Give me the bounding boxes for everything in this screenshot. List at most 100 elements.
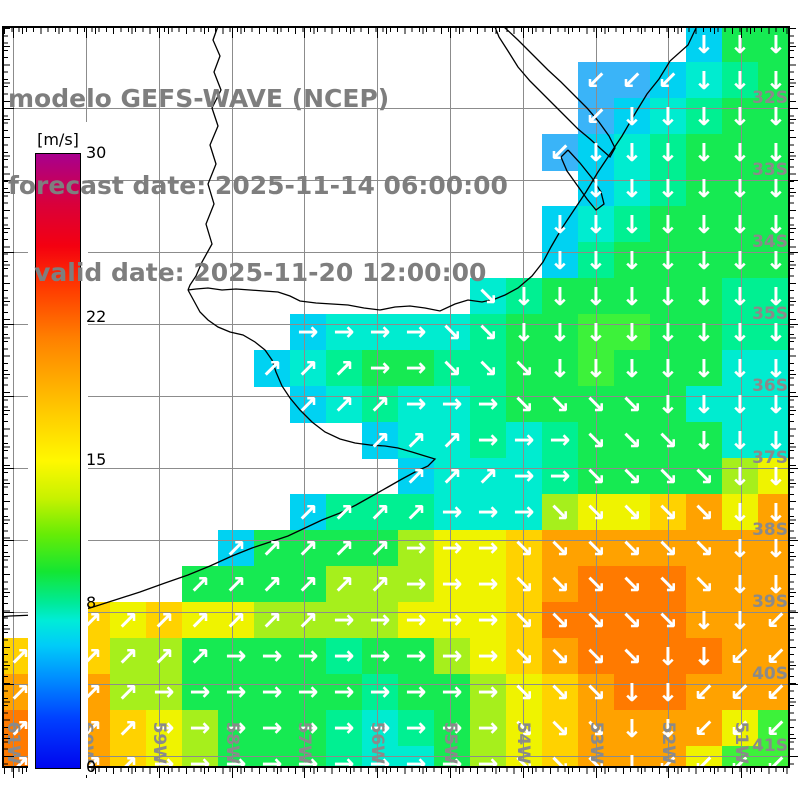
- wind-cell: [686, 422, 723, 459]
- map-plot-area: → → → → → → → → → → → → → → → → → → → → → → → → → → → → → → → → → → → → → → → →…: [2, 26, 790, 768]
- lat-label: 36S: [752, 376, 788, 396]
- lon-label: 57W: [294, 721, 314, 764]
- wind-cell: [218, 746, 255, 768]
- wind-cell: [542, 710, 579, 747]
- wind-arrow-icon: →: [477, 605, 499, 634]
- major-tick: [304, 768, 305, 778]
- wind-cell: [722, 638, 759, 675]
- wind-cell: [434, 638, 471, 675]
- wind-cell: [758, 62, 790, 99]
- wind-cell: [758, 350, 790, 387]
- lon-label: 53W: [586, 721, 606, 764]
- major-tick: [13, 768, 14, 778]
- wind-cell: [326, 674, 363, 711]
- wind-cell: [506, 746, 543, 768]
- wind-arrow-icon: →: [690, 33, 719, 55]
- major-tick: [232, 768, 233, 778]
- meridian-line: [596, 26, 597, 768]
- wind-arrow-icon: →: [477, 497, 499, 526]
- lat-label: 34S: [752, 232, 788, 252]
- wind-arrow-icon: →: [690, 357, 719, 379]
- wind-cell: [758, 206, 790, 243]
- wind-cell: [614, 566, 651, 603]
- wind-arrow-icon: →: [477, 389, 499, 418]
- wind-arrow-icon: →: [546, 285, 575, 307]
- major-tick: [741, 768, 742, 778]
- wind-cell: [758, 386, 790, 423]
- wind-cell: [758, 602, 790, 639]
- wind-arrow-icon: →: [153, 677, 175, 706]
- wind-cell: [506, 422, 543, 459]
- wind-cell: [506, 350, 543, 387]
- tick-strip: [790, 28, 794, 766]
- colorbar-tick-label: 15: [86, 450, 107, 469]
- wind-cell: [542, 530, 579, 567]
- wind-cell: [506, 494, 543, 531]
- wind-arrow-icon: →: [582, 321, 611, 343]
- wind-arrow-icon: →: [261, 713, 283, 742]
- wind-arrow-icon: →: [654, 645, 683, 667]
- wind-cell: [326, 638, 363, 675]
- wind-cell: [290, 746, 327, 768]
- wind-cell: [614, 422, 651, 459]
- wind-arrow-icon: →: [690, 393, 719, 415]
- major-tick: [377, 768, 378, 778]
- wind-arrow-icon: →: [225, 677, 247, 706]
- wind-arrow-icon: →: [654, 141, 683, 163]
- wind-cell: [722, 242, 759, 279]
- wind-cell: [506, 674, 543, 711]
- wind-cell: [686, 746, 723, 768]
- wind-arrow-icon: →: [441, 533, 463, 562]
- wind-arrow-icon: →: [333, 749, 355, 768]
- lat-label: 33S: [752, 160, 788, 180]
- wind-cell: [110, 638, 147, 675]
- wind-arrow-icon: →: [618, 213, 647, 235]
- wind-arrow-icon: →: [513, 497, 535, 526]
- wind-cell: [146, 746, 183, 768]
- wind-cell: [614, 458, 651, 495]
- wind-cell: [758, 242, 790, 279]
- wind-cell: [758, 638, 790, 675]
- wind-cell: [470, 674, 507, 711]
- meridian-line: [741, 26, 742, 768]
- wind-arrow-icon: →: [654, 357, 683, 379]
- wind-cell: [722, 98, 759, 135]
- wind-arrow-icon: →: [405, 641, 427, 670]
- wind-cell: [758, 458, 790, 495]
- wind-arrow-icon: →: [261, 641, 283, 670]
- wind-cell: [686, 638, 723, 675]
- wind-cell: [254, 710, 291, 747]
- wind-arrow-icon: →: [297, 713, 319, 742]
- wind-cell: [110, 674, 147, 711]
- wind-arrow-icon: →: [690, 69, 719, 91]
- wind-arrow-icon: →: [333, 641, 355, 670]
- wind-arrow-icon: →: [618, 105, 647, 127]
- wind-arrow-icon: →: [225, 713, 247, 742]
- wind-arrow-icon: →: [369, 641, 391, 670]
- lon-label: 61W: [3, 721, 23, 764]
- wind-arrow-icon: →: [333, 677, 355, 706]
- wind-cell: [434, 746, 471, 768]
- wind-arrow-icon: →: [549, 461, 571, 490]
- wind-arrow-icon: →: [369, 713, 391, 742]
- major-tick: [596, 768, 597, 778]
- wind-cell: [722, 458, 759, 495]
- wind-cell: [434, 314, 471, 351]
- wind-cell: [506, 602, 543, 639]
- tick-strip: [790, 28, 796, 766]
- wind-cell: [434, 674, 471, 711]
- wind-arrow-icon: →: [654, 249, 683, 271]
- forecast-date: forecast date: 2025-11-14 06:00:00: [8, 171, 508, 200]
- wind-cell: [110, 710, 147, 747]
- wind-arrow-icon: →: [546, 321, 575, 343]
- wind-cell: [470, 350, 507, 387]
- wind-cell: [470, 566, 507, 603]
- wind-cell: [254, 746, 291, 768]
- wind-arrow-icon: →: [261, 677, 283, 706]
- wind-cell: [686, 530, 723, 567]
- wind-cell: [542, 674, 579, 711]
- wind-arrow-icon: →: [618, 285, 647, 307]
- wind-arrow-icon: →: [654, 285, 683, 307]
- wind-cell: [542, 458, 579, 495]
- wind-cell: [614, 602, 651, 639]
